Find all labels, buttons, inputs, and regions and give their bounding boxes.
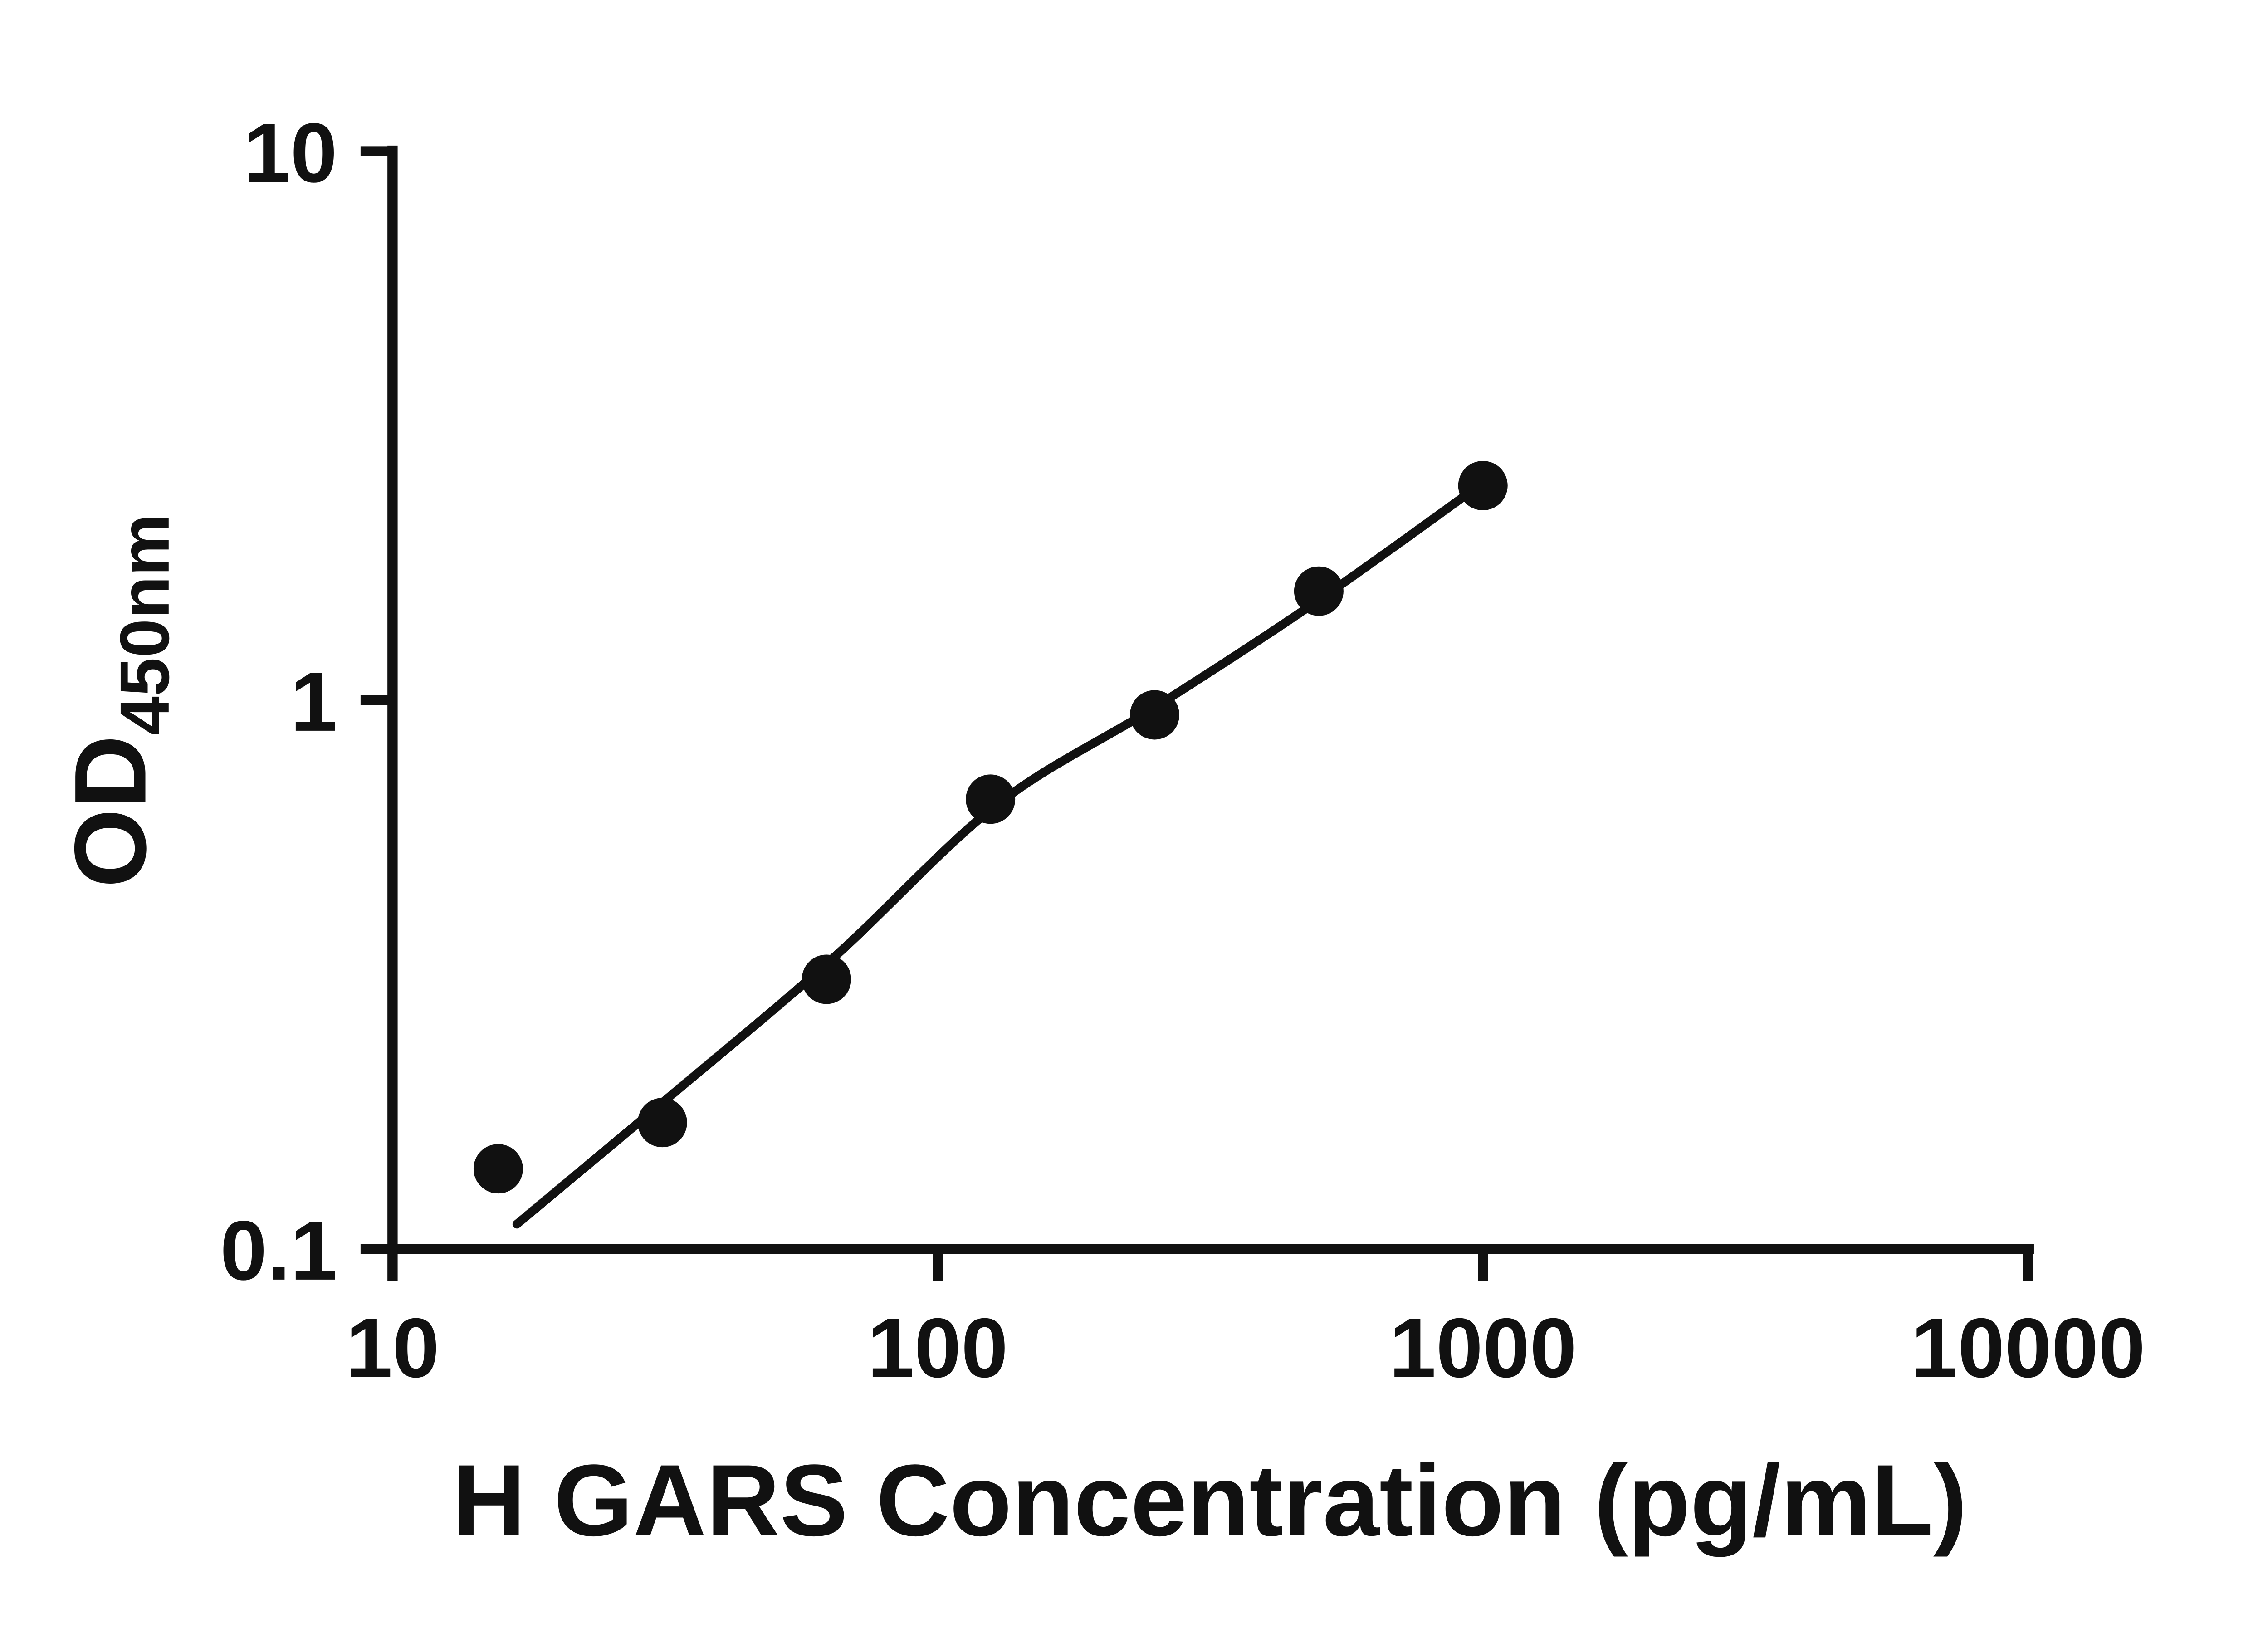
y-axis-label: OD450nm	[54, 514, 184, 888]
data-point	[1458, 461, 1508, 510]
x-tick-label: 1000	[1389, 1301, 1577, 1395]
x-axis-label: H GARS Concentration (pg/mL)	[452, 1443, 1967, 1557]
data-point	[1130, 690, 1179, 740]
y-axis-label-main: OD	[54, 735, 167, 888]
y-tick-label: 10	[244, 106, 337, 200]
x-tick-label: 10000	[1911, 1301, 2146, 1395]
y-tick-label: 1	[290, 655, 337, 749]
data-point	[473, 1144, 523, 1194]
data-point	[1294, 566, 1344, 616]
data-point	[966, 774, 1016, 824]
y-axis-label-sub: 450nm	[106, 514, 184, 735]
data-point	[637, 1098, 687, 1148]
axis-spines	[387, 145, 2034, 1254]
data-point	[802, 954, 851, 1004]
x-tick-label: 10	[346, 1301, 440, 1395]
x-tick-label: 100	[867, 1301, 1008, 1395]
y-tick-label: 0.1	[220, 1204, 337, 1298]
plot-area: 10 100 1000 10000 0.1 1 10	[220, 106, 2145, 1395]
